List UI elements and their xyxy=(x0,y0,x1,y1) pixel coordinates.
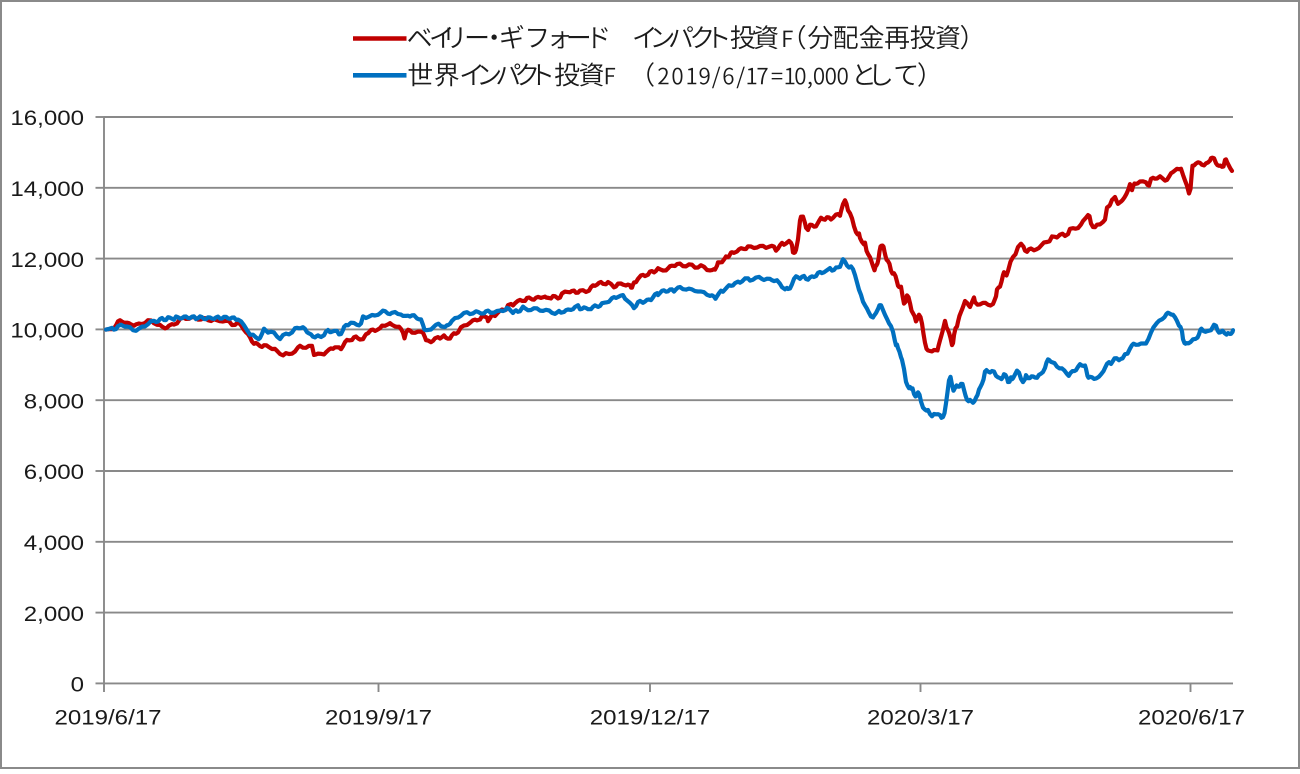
svg-text:2020/3/17: 2020/3/17 xyxy=(867,705,974,729)
svg-text:16,000: 16,000 xyxy=(10,105,84,129)
svg-text:8,000: 8,000 xyxy=(24,389,84,413)
svg-text:2019/6/17: 2019/6/17 xyxy=(54,705,161,729)
svg-text:14,000: 14,000 xyxy=(10,176,84,200)
svg-text:2019/9/17: 2019/9/17 xyxy=(325,705,432,729)
svg-text:0: 0 xyxy=(71,672,84,696)
svg-text:2,000: 2,000 xyxy=(24,601,84,625)
svg-text:10,000: 10,000 xyxy=(10,318,84,342)
svg-text:2019/12/17: 2019/12/17 xyxy=(590,705,710,729)
svg-text:12,000: 12,000 xyxy=(10,247,84,271)
svg-text:4,000: 4,000 xyxy=(24,530,84,554)
svg-text:2020/6/17: 2020/6/17 xyxy=(1138,705,1245,729)
svg-text:6,000: 6,000 xyxy=(24,459,84,483)
